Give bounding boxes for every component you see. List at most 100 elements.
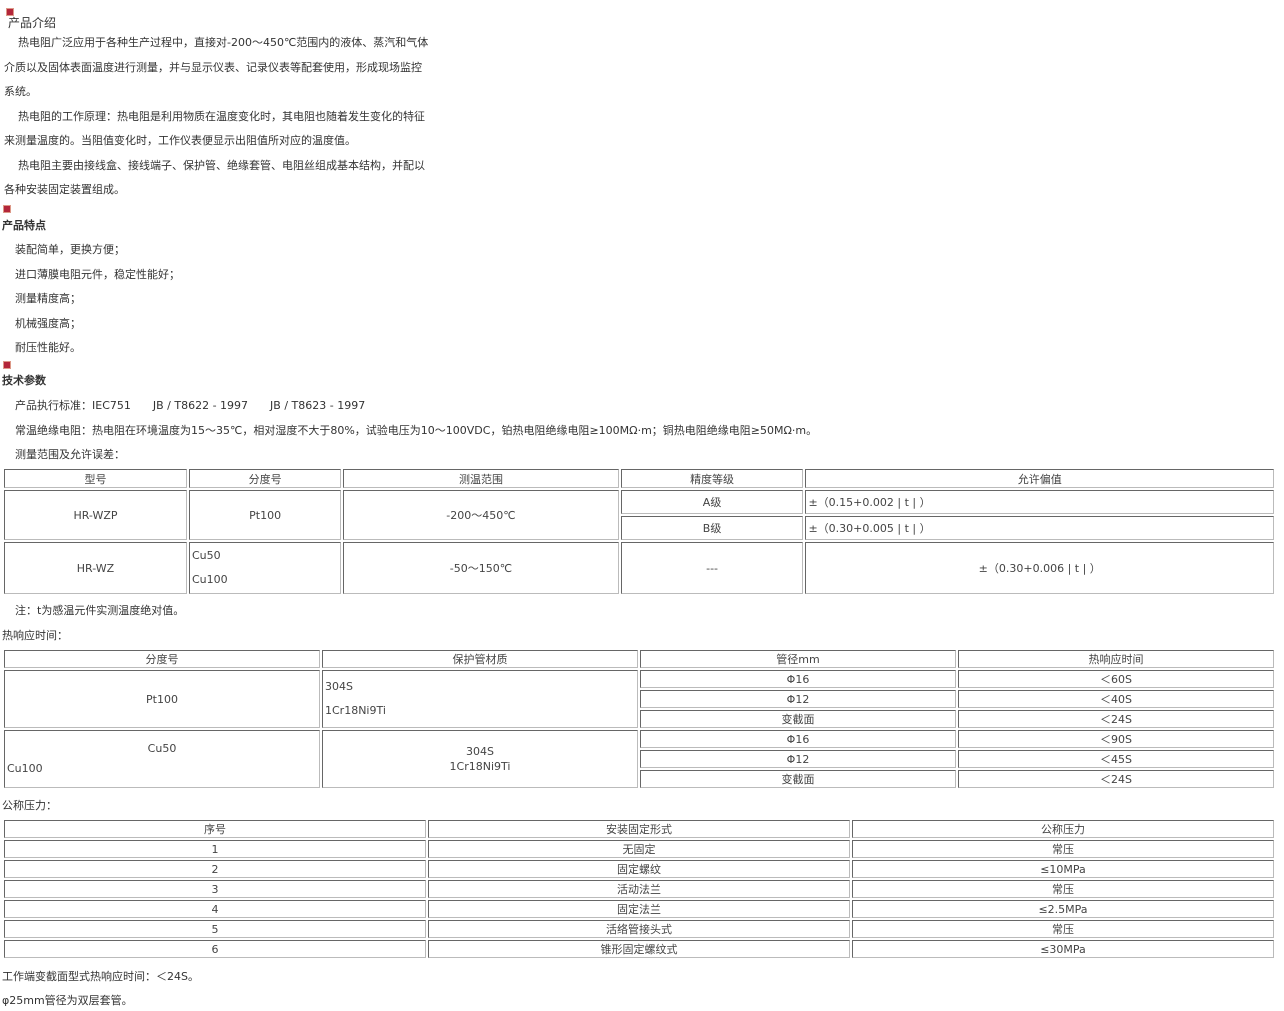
intro-line: 热电阻广泛应用于各种生产过程中，直接对-200～450℃范围内的液体、蒸汽和气体 <box>18 36 429 49</box>
th: 安装固定形式 <box>428 820 850 838</box>
cell: ≤10MPa <box>852 860 1274 878</box>
cell: ＜24S <box>958 770 1274 788</box>
cell-line: Cu100 <box>7 762 43 775</box>
th: 型号 <box>4 469 187 488</box>
cell: ＜40S <box>958 690 1274 708</box>
section-icon <box>3 361 11 369</box>
pressure-title: 公称压力： <box>2 799 57 812</box>
th: 精度等级 <box>620 469 804 488</box>
th: 热响应时间 <box>958 650 1274 668</box>
cell: 3 <box>4 880 426 898</box>
intro-line: 介质以及固体表面温度进行测量，并与显示仪表、记录仪表等配套使用，形成现场监控 <box>4 61 422 74</box>
cell: 锥形固定螺纹式 <box>428 940 850 958</box>
cell-line: 304S <box>466 745 494 758</box>
cell: HR-WZP <box>4 490 187 540</box>
cell: ＜45S <box>958 750 1274 768</box>
cell-line: 1Cr18Ni9Ti <box>449 760 511 773</box>
cell: ＜90S <box>958 730 1274 748</box>
cell: Pt100 <box>4 670 320 728</box>
cell: 6 <box>4 940 426 958</box>
cell: Φ12 <box>640 690 956 708</box>
cell: Φ12 <box>640 750 956 768</box>
table-row: 2 固定螺纹 ≤10MPa <box>4 860 1274 878</box>
table-row: 1 无固定 常压 <box>4 840 1274 858</box>
cell-line: Cu50 <box>191 549 221 562</box>
th: 测温范围 <box>343 469 619 488</box>
cell: 304S 1Cr18Ni9Ti <box>322 730 638 788</box>
cell: ＜24S <box>958 710 1274 728</box>
th: 公称压力 <box>852 820 1274 838</box>
cell: 变截面 <box>640 710 956 728</box>
feature-item: 机械强度高； <box>15 317 81 330</box>
cell: 固定法兰 <box>428 900 850 918</box>
cell: Φ16 <box>640 730 956 748</box>
intro-line: 系统。 <box>4 85 37 98</box>
cell-line: Cu50 <box>147 742 177 755</box>
cell: 常压 <box>852 840 1274 858</box>
cell: 2 <box>4 860 426 878</box>
cell: ≤30MPa <box>852 940 1274 958</box>
cell: 常压 <box>852 880 1274 898</box>
intro-title: 产品介绍 <box>8 16 57 30</box>
cell: Φ16 <box>640 670 956 688</box>
range-table: 型号 分度号 测温范围 精度等级 允许偏值 HR-WZP Pt100 -200～450℃ A级… <box>2 467 1276 596</box>
cell: 无固定 <box>428 840 850 858</box>
table-row: 3 活动法兰 常压 <box>4 880 1274 898</box>
cell: 变截面 <box>640 770 956 788</box>
footnote: φ25mm管径为双层套管。 <box>2 994 133 1007</box>
cell: 4 <box>4 900 426 918</box>
footnote: 工作端变截面型式热响应时间：＜24S。 <box>2 970 199 983</box>
intro-line: 各种安装固定装置组成。 <box>4 183 125 196</box>
cell: A级 <box>620 490 804 514</box>
response-table: 分度号 保护管材质 管径mm 热响应时间 Pt100 304S 1Cr18Ni9Ti Φ16… <box>2 648 1276 790</box>
th: 分度号 <box>4 650 320 668</box>
intro-line: 来测量温度的。当阻值变化时，工作仪表便显示出阻值所对应的温度值。 <box>4 134 356 147</box>
cell: ≤2.5MPa <box>852 900 1274 918</box>
tech-line: 常温绝缘电阻：热电阻在环境温度为15～35℃，相对湿度不大于80%，试验电压为1… <box>15 424 818 437</box>
feature-item: 进口薄膜电阻元件，稳定性能好； <box>15 268 180 281</box>
cell: 活动法兰 <box>428 880 850 898</box>
th: 保护管材质 <box>322 650 638 668</box>
response-title: 热响应时间： <box>2 629 68 642</box>
cell: ±（0.15+0.002 | t | ） <box>805 490 1274 514</box>
cell: ＜60S <box>958 670 1274 688</box>
feature-item: 耐压性能好。 <box>15 341 81 354</box>
intro-line: 热电阻主要由接线盒、接线端子、保护管、绝缘套管、电阻丝组成基本结构，并配以 <box>18 159 425 172</box>
cell-line: Cu100 <box>191 573 228 586</box>
note: 注：t为感温元件实测温度绝对值。 <box>15 604 185 617</box>
tech-line: 测量范围及允许误差： <box>15 448 125 461</box>
cell: 304S 1Cr18Ni9Ti <box>322 670 638 728</box>
cell-line: 304S <box>325 680 353 693</box>
section-icon <box>6 8 14 16</box>
cell: B级 <box>620 516 804 540</box>
table-row: 5 活络管接头式 常压 <box>4 920 1274 938</box>
cell: -50～150℃ <box>343 542 619 594</box>
cell: Cu50 Cu100 <box>188 542 342 594</box>
cell: 常压 <box>852 920 1274 938</box>
cell: ±（0.30+0.006 | t | ） <box>805 542 1274 594</box>
cell: --- <box>620 542 804 594</box>
cell: 活络管接头式 <box>428 920 850 938</box>
th: 允许偏值 <box>805 469 1274 488</box>
th: 序号 <box>4 820 426 838</box>
cell: -200～450℃ <box>343 490 619 540</box>
tech-title: 技术参数 <box>2 374 46 387</box>
cell: HR-WZ <box>4 542 187 594</box>
cell-line: 1Cr18Ni9Ti <box>325 704 386 717</box>
cell: 1 <box>4 840 426 858</box>
th: 管径mm <box>640 650 956 668</box>
cell: 5 <box>4 920 426 938</box>
feature-item: 装配简单，更换方便； <box>15 243 125 256</box>
cell: Pt100 <box>188 490 342 540</box>
intro-line: 热电阻的工作原理：热电阻是利用物质在温度变化时，其电阻也随着发生变化的特征 <box>18 110 425 123</box>
cell: ±（0.30+0.005 | t | ） <box>805 516 1274 540</box>
feature-item: 测量精度高； <box>15 292 81 305</box>
cell: Cu50 Cu100 <box>4 730 320 788</box>
tech-line: 产品执行标准：IEC751 JB / T8622 - 1997 JB / T86… <box>15 399 366 412</box>
table-row: 6 锥形固定螺纹式 ≤30MPa <box>4 940 1274 958</box>
cell: 固定螺纹 <box>428 860 850 878</box>
table-row: 4 固定法兰 ≤2.5MPa <box>4 900 1274 918</box>
th: 分度号 <box>188 469 342 488</box>
pressure-table: 序号 安装固定形式 公称压力 1 无固定 常压 2 固定螺纹 ≤10MPa 3 活动法兰 常压 4 固定… <box>2 818 1276 960</box>
features-title: 产品特点 <box>2 219 46 232</box>
